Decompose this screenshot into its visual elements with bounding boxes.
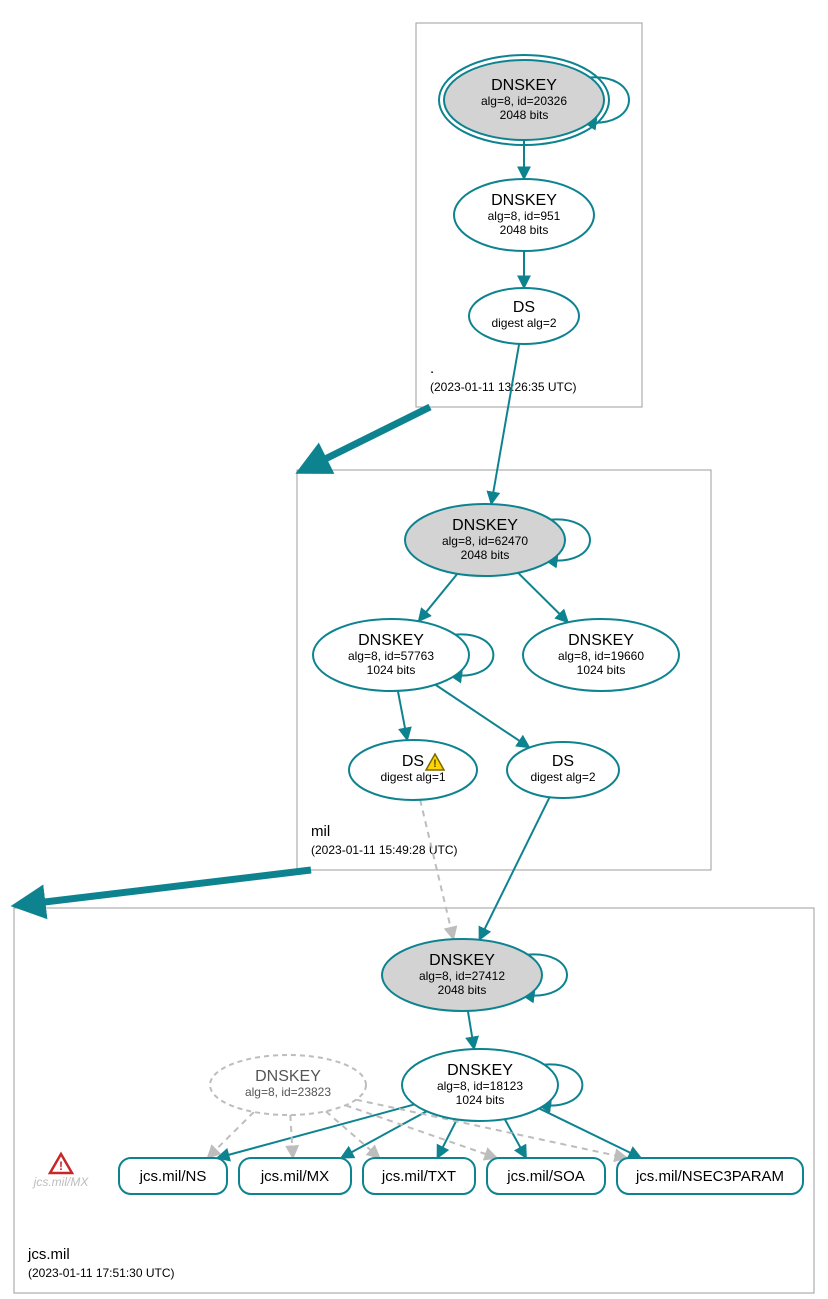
record-label: jcs.mil/SOA — [506, 1168, 585, 1185]
node-line3: 2048 bits — [438, 983, 487, 997]
node-line2: digest alg=2 — [491, 316, 556, 330]
record-label: jcs.mil/NSEC3PARAM — [635, 1168, 784, 1185]
svg-text:(2023-01-11 17:51:30 UTC): (2023-01-11 17:51:30 UTC) — [28, 1266, 175, 1280]
svg-text:!: ! — [59, 1159, 63, 1173]
node-line2: alg=8, id=20326 — [481, 94, 567, 108]
record-label: jcs.mil/NS — [139, 1168, 207, 1185]
node-line3: 2048 bits — [500, 223, 549, 237]
node-line2: digest alg=1 — [380, 770, 445, 784]
edge — [491, 344, 519, 504]
node-title: DNSKEY — [491, 77, 557, 94]
n-mil-zsk1: DNSKEYalg=8, id=577631024 bits — [313, 619, 469, 691]
svg-text:jcs.mil: jcs.mil — [27, 1246, 70, 1263]
svg-text:jcs.mil/MX: jcs.mil/MX — [32, 1175, 90, 1189]
node-line2: alg=8, id=62470 — [442, 534, 528, 548]
node-line3: 1024 bits — [367, 663, 416, 677]
record-label: jcs.mil/MX — [260, 1168, 329, 1185]
n-jcs-ghost: DNSKEYalg=8, id=23823 — [210, 1055, 366, 1115]
edge — [518, 573, 568, 623]
r-nsec: jcs.mil/NSEC3PARAM — [617, 1158, 803, 1194]
node-line2: alg=8, id=23823 — [245, 1085, 331, 1099]
n-mil-ksk: DNSKEYalg=8, id=624702048 bits — [405, 504, 565, 576]
edge — [435, 685, 529, 748]
svg-text:(2023-01-11 15:49:28 UTC): (2023-01-11 15:49:28 UTC) — [311, 843, 458, 857]
node-title: DNSKEY — [568, 632, 634, 649]
r-ns: jcs.mil/NS — [119, 1158, 227, 1194]
edge — [479, 797, 549, 940]
edge — [398, 691, 407, 740]
node-line3: 2048 bits — [461, 548, 510, 562]
n-mil-ds2: DSdigest alg=2 — [507, 742, 619, 798]
n-jcs-ksk: DNSKEYalg=8, id=274122048 bits — [382, 939, 542, 1011]
node-line2: alg=8, id=57763 — [348, 649, 434, 663]
node-line2: alg=8, id=951 — [488, 209, 561, 223]
node-title: DNSKEY — [429, 952, 495, 969]
node-title: DNSKEY — [358, 632, 424, 649]
edge — [419, 574, 458, 622]
node-title: DNSKEY — [491, 192, 557, 209]
node-line3: 1024 bits — [577, 663, 626, 677]
n-jcs-zsk: DNSKEYalg=8, id=181231024 bits — [402, 1049, 558, 1121]
n-root-ksk: DNSKEYalg=8, id=203262048 bits — [439, 55, 609, 145]
svg-text:(2023-01-11 13:26:35 UTC): (2023-01-11 13:26:35 UTC) — [430, 380, 577, 394]
node-line2: alg=8, id=27412 — [419, 969, 505, 983]
node-title: DNSKEY — [255, 1068, 321, 1085]
svg-text:.: . — [430, 360, 434, 377]
node-line3: 2048 bits — [500, 108, 549, 122]
r-txt: jcs.mil/TXT — [363, 1158, 475, 1194]
svg-text:mil: mil — [311, 823, 330, 840]
n-root-ds: DSdigest alg=2 — [469, 288, 579, 344]
zone-arrow — [28, 870, 311, 904]
node-title: DNSKEY — [447, 1062, 513, 1079]
node-title: DS — [552, 753, 574, 770]
r-mx: jcs.mil/MX — [239, 1158, 351, 1194]
n-mil-zsk2: DNSKEYalg=8, id=196601024 bits — [523, 619, 679, 691]
record-label: jcs.mil/TXT — [381, 1168, 456, 1185]
node-title: DS — [402, 753, 424, 770]
edge — [505, 1119, 526, 1158]
n-mil-ds1: DS!digest alg=1 — [349, 740, 477, 800]
zone-arrow — [311, 407, 430, 466]
node-line2: alg=8, id=18123 — [437, 1079, 523, 1093]
dnssec-tree-diagram: . (2023-01-11 13:26:35 UTC) mil (2023-01-11… — [0, 0, 828, 1299]
node-line2: digest alg=2 — [530, 770, 595, 784]
node-title: DS — [513, 299, 535, 316]
n-root-zsk: DNSKEYalg=8, id=9512048 bits — [454, 179, 594, 251]
r-soa: jcs.mil/SOA — [487, 1158, 605, 1194]
edge — [208, 1112, 254, 1158]
edge — [468, 1011, 474, 1049]
edge — [539, 1108, 641, 1158]
node-line2: alg=8, id=19660 — [558, 649, 644, 663]
svg-text:!: ! — [433, 758, 437, 770]
node-line3: 1024 bits — [456, 1093, 505, 1107]
node-title: DNSKEY — [452, 517, 518, 534]
